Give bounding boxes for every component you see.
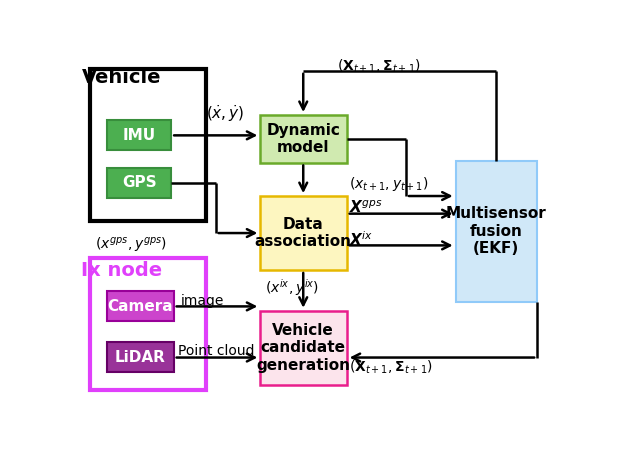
Text: image: image — [181, 294, 225, 308]
FancyBboxPatch shape — [260, 196, 347, 270]
Text: $(x_{t+1}, y_{t+1})$: $(x_{t+1}, y_{t+1})$ — [349, 174, 429, 193]
Text: $(x^{gps}, y^{gps})$: $(x^{gps}, y^{gps})$ — [94, 236, 167, 255]
Text: $(x^{ix}, y^{ix})$: $(x^{ix}, y^{ix})$ — [265, 277, 319, 298]
FancyBboxPatch shape — [260, 311, 347, 385]
Text: IMU: IMU — [122, 128, 156, 143]
Text: $(\mathbf{X}_{t+1}, \mathbf{\Sigma}_{t+1})$: $(\mathbf{X}_{t+1}, \mathbf{\Sigma}_{t+1… — [337, 58, 420, 75]
Text: Vehicle: Vehicle — [82, 68, 161, 87]
Text: GPS: GPS — [122, 175, 156, 191]
Text: Data
association: Data association — [255, 217, 352, 249]
Text: LiDAR: LiDAR — [115, 350, 165, 365]
FancyBboxPatch shape — [107, 291, 174, 321]
Text: $(\dot{x}, \dot{y})$: $(\dot{x}, \dot{y})$ — [207, 104, 245, 125]
FancyBboxPatch shape — [456, 161, 537, 302]
Text: Multisensor
fusion
(EKF): Multisensor fusion (EKF) — [446, 207, 547, 256]
Text: Dynamic
model: Dynamic model — [266, 123, 340, 155]
FancyBboxPatch shape — [89, 69, 206, 221]
FancyBboxPatch shape — [107, 120, 171, 150]
FancyBboxPatch shape — [260, 115, 347, 163]
Text: Point cloud: Point cloud — [177, 344, 254, 358]
Text: Vehicle
candidate
generation: Vehicle candidate generation — [256, 323, 350, 372]
Text: $\boldsymbol{X}^{gps}$: $\boldsymbol{X}^{gps}$ — [349, 199, 383, 216]
FancyBboxPatch shape — [107, 168, 171, 198]
Text: Ix node: Ix node — [81, 261, 162, 279]
FancyBboxPatch shape — [107, 343, 174, 372]
Text: $\boldsymbol{X}^{ix}$: $\boldsymbol{X}^{ix}$ — [349, 230, 373, 249]
Text: Camera: Camera — [107, 299, 173, 314]
Text: $(\mathbf{X}_{t+1}, \mathbf{\Sigma}_{t+1})$: $(\mathbf{X}_{t+1}, \mathbf{\Sigma}_{t+1… — [349, 358, 433, 376]
FancyBboxPatch shape — [89, 258, 206, 390]
